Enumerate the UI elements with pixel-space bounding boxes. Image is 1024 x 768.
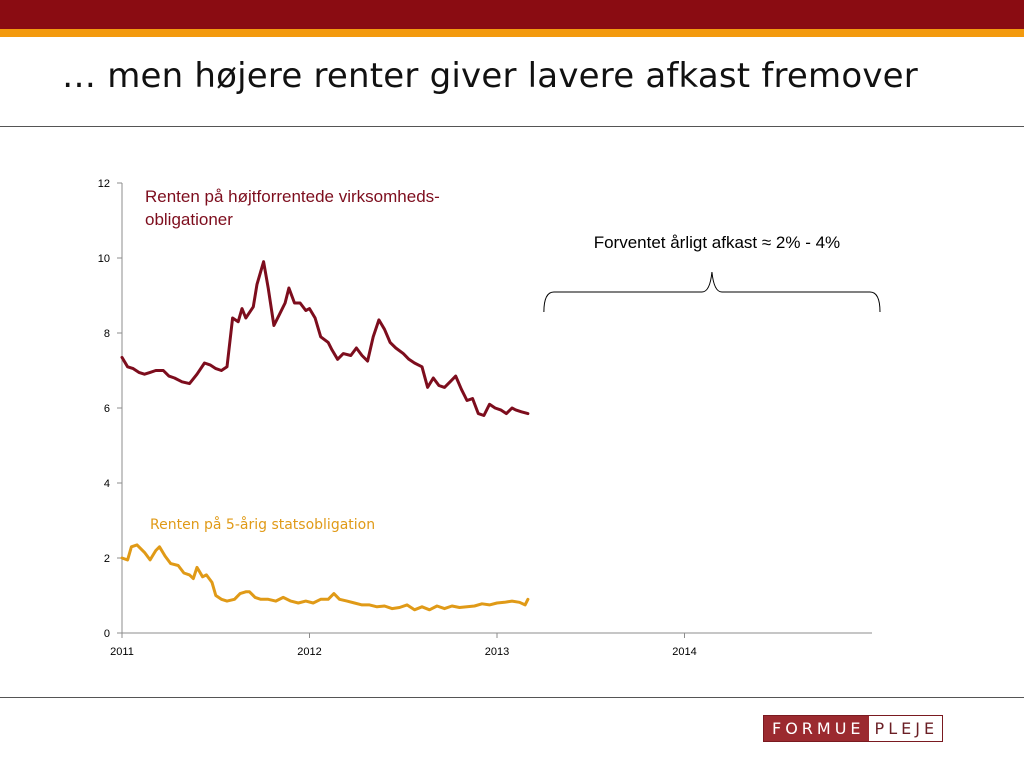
y-tick-label: 10 bbox=[98, 253, 110, 265]
y-tick-label: 4 bbox=[104, 478, 110, 490]
header-band-dark bbox=[0, 0, 1024, 29]
y-tick-label: 6 bbox=[104, 403, 110, 415]
formuepleje-logo: FORMUE PLEJE bbox=[763, 715, 944, 742]
high-yield-corporate-line bbox=[120, 260, 530, 417]
y-tick-label: 2 bbox=[104, 553, 110, 565]
series-label-high-yield: obligationer bbox=[145, 210, 233, 229]
series-label-high-yield: Renten på højtforrentede virksomheds- bbox=[145, 187, 440, 206]
logo-right-text: PLEJE bbox=[868, 716, 943, 741]
y-tick-label: 0 bbox=[104, 628, 110, 640]
x-tick-label: 2014 bbox=[672, 646, 696, 658]
expected-return-annotation: Forventet årligt afkast ≈ 2% - 4% bbox=[594, 233, 840, 252]
slide-title: … men højere renter giver lavere afkast … bbox=[62, 56, 918, 96]
y-tick-label: 8 bbox=[104, 328, 110, 340]
series-label-government: Renten på 5-årig statsobligation bbox=[150, 516, 375, 533]
footer-divider bbox=[0, 697, 1024, 698]
curly-brace bbox=[543, 271, 881, 313]
header-band-orange bbox=[0, 29, 1024, 37]
title-divider bbox=[0, 126, 1024, 127]
logo-left-text: FORMUE bbox=[764, 716, 869, 741]
government-5y-line bbox=[120, 543, 530, 612]
yield-chart: 0 2 4 6 8 10 12 2011 2012 2013 2014 Renten på højtf… bbox=[98, 178, 881, 658]
y-tick-label: 12 bbox=[98, 178, 110, 190]
x-tick-label: 2013 bbox=[485, 646, 509, 658]
x-tick-label: 2011 bbox=[110, 646, 134, 658]
x-tick-label: 2012 bbox=[297, 646, 321, 658]
